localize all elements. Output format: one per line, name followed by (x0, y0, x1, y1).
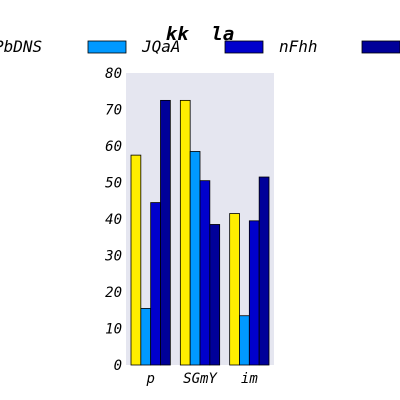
bar-nfhh-im (249, 221, 259, 365)
y-tick-label: 80 (105, 66, 122, 82)
y-tick-label: 10 (105, 322, 122, 338)
bar-pbdns-p (131, 155, 141, 365)
bar-pbdns-im (230, 214, 240, 365)
y-tick-label: 50 (105, 176, 122, 192)
x-tick-label: SGmY (183, 371, 218, 387)
y-tick-label: 30 (104, 249, 122, 265)
y-axis-ticks: 0 10 20 30 40 50 60 70 80 (104, 66, 122, 374)
bar-nfhh-p (151, 203, 161, 365)
x-tick-label: im (241, 371, 258, 387)
legend-swatch (88, 41, 126, 53)
legend-label: JQaA (141, 37, 181, 56)
bar-jqaa-sgmy (190, 151, 200, 365)
bar-jqaa-p (141, 308, 151, 365)
legend-label: nFhh (279, 37, 318, 56)
bar-pbdns-sgmy (180, 100, 190, 365)
legend-label: PbDNS (0, 37, 42, 56)
bar-series-4-sgmy (210, 224, 220, 365)
legend-swatch (225, 41, 263, 53)
y-tick-label: 70 (105, 103, 122, 119)
y-tick-label: 0 (114, 358, 122, 374)
legend-swatch (362, 41, 400, 53)
y-tick-label: 20 (105, 285, 122, 301)
x-tick-label: p (145, 371, 154, 387)
x-axis-ticks: p SGmY im (145, 371, 258, 387)
bar-series-4-im (259, 177, 269, 365)
bar-jqaa-im (240, 316, 250, 365)
y-tick-label: 40 (105, 212, 122, 228)
bar-series-4-p (161, 100, 171, 365)
y-tick-label: 60 (105, 139, 122, 155)
bar-nfhh-sgmy (200, 181, 210, 365)
